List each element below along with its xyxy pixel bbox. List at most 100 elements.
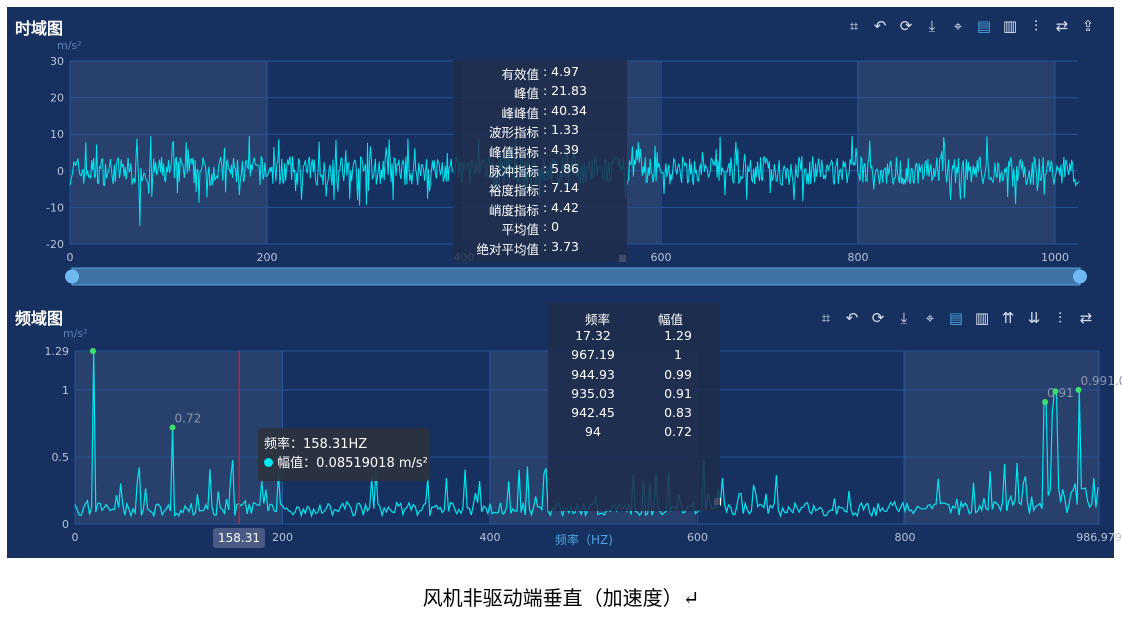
table-cell: 0.91 — [664, 385, 692, 401]
pin-icon[interactable]: ⌖ — [925, 309, 935, 327]
x-tick: 200 — [257, 251, 278, 264]
stat-row: 峰值指标 : 4.39 — [453, 142, 627, 161]
x-tick: 600 — [651, 251, 672, 264]
table-cell: 1 — [674, 347, 682, 363]
y-tick: -20 — [46, 238, 64, 251]
stat-value: 7.14 — [551, 180, 580, 196]
x-tick: 400 — [480, 531, 501, 544]
stat-label: 平均值 — [501, 222, 539, 238]
download-icon[interactable]: ⤓ — [928, 17, 936, 35]
split-area — [70, 61, 267, 244]
x-tick: 200 — [272, 531, 293, 544]
axis-swap-icon[interactable]: ⇄ — [1079, 309, 1093, 327]
stat-value: 21.83 — [551, 83, 587, 99]
cursor-tooltip: 频率：158.31HZ 幅值：0.08519018 m/s² — [258, 428, 430, 481]
peak-label: 0.91 — [1047, 386, 1074, 400]
slider-handle[interactable] — [65, 269, 79, 284]
download-icon[interactable]: ⤓ — [900, 309, 908, 327]
table-header: 幅值 — [658, 312, 684, 327]
stat-label: 裕度指标 — [488, 183, 539, 199]
table-cell: 935.03 — [571, 385, 615, 401]
stat-value: 0 — [551, 219, 560, 235]
cursor-axis-label: 158.31 — [213, 528, 265, 548]
stat-label: 峭度指标 — [488, 202, 539, 218]
table-row: 17.32 1.29 — [548, 328, 720, 347]
columns-icon[interactable]: ▥ — [1002, 17, 1018, 35]
stat-value: 4.39 — [551, 141, 580, 157]
tooltip-amp: 幅值：0.08519018 m/s² — [277, 456, 428, 471]
sort-desc-icon[interactable]: ⇊ — [1027, 309, 1041, 327]
peak-label: 0.72 — [175, 411, 202, 425]
stat-value: 1.33 — [551, 122, 580, 138]
stat-value: 5.86 — [551, 160, 580, 176]
freq-toolbar: ⌗ ↶ ⟳ ⤓ ⌖ ▤ ▥ ⇈ ⇊ ⫶ ⇄ — [817, 309, 1095, 327]
x-tick: 986.979 — [1076, 531, 1122, 544]
peak-label: 0.991.00 — [1080, 374, 1122, 388]
stat-value: 40.34 — [551, 102, 587, 118]
sliders-icon[interactable]: ⫶ — [1058, 309, 1062, 327]
table-row: 94 0.72 — [548, 424, 720, 443]
y-tick: 10 — [50, 128, 64, 141]
y-tick: 1 — [62, 384, 69, 397]
y-tick: 0 — [62, 518, 69, 531]
table-cell: 1.29 — [664, 328, 692, 343]
refresh-icon[interactable]: ⟳ — [871, 309, 885, 327]
sort-asc-icon[interactable]: ⇈ — [1001, 309, 1015, 327]
stat-value: 3.73 — [551, 238, 580, 254]
series-dot-icon — [264, 458, 273, 467]
peak-table-tooltip: 频率 幅值 17.32 1.29 967.19 1 944.93 0.99 935.03 0.9… — [548, 303, 720, 511]
axis-swap-icon[interactable]: ⇄ — [1055, 17, 1069, 35]
stat-value: 4.97 — [551, 64, 580, 79]
x-tick: 0 — [72, 531, 79, 544]
stat-label: 波形指标 — [488, 125, 539, 141]
x-tick: 0 — [67, 251, 74, 264]
table-cell: 94 — [585, 424, 601, 440]
table-cell: 967.19 — [571, 347, 615, 363]
crop-icon[interactable]: ⌗ — [849, 17, 859, 35]
undo-crop-icon[interactable]: ↶ — [873, 17, 887, 35]
export-icon[interactable]: ⇪ — [1081, 17, 1095, 35]
stat-row: 绝对平均值 : 3.73 — [453, 239, 627, 258]
stat-label: 脉冲指标 — [488, 163, 539, 179]
sliders-icon[interactable]: ⫶ — [1034, 17, 1038, 35]
refresh-icon[interactable]: ⟳ — [899, 17, 913, 35]
crop-icon[interactable]: ⌗ — [821, 309, 831, 327]
stat-row: 峭度指标 : 4.42 — [453, 200, 627, 219]
stat-row: 平均值 : 0 — [453, 219, 627, 238]
stat-row: 峰值 : 21.83 — [453, 83, 627, 102]
data-view-icon[interactable]: ▤ — [976, 17, 992, 35]
peak-marker — [1052, 388, 1059, 395]
spectrum-line — [74, 350, 1099, 519]
x-tick: 1000 — [1041, 251, 1069, 264]
columns-icon[interactable]: ▥ — [974, 309, 990, 327]
stat-label: 峰值 — [513, 86, 539, 102]
time-toolbar: ⌗ ↶ ⟳ ⤓ ⌖ ▤ ▥ ⫶ ⇄ ⇪ — [845, 17, 1097, 35]
stat-label: 绝对平均值 — [476, 241, 539, 257]
x-tick: 800 — [895, 531, 916, 544]
table-cell: 942.45 — [571, 405, 615, 421]
y-tick: 0.5 — [52, 451, 70, 464]
table-cell: 17.32 — [575, 328, 611, 343]
x-tick: 600 — [687, 531, 708, 544]
peak-marker — [169, 424, 176, 431]
y-tick: 30 — [50, 55, 64, 68]
table-row: 967.19 1 — [548, 347, 720, 366]
y-tick: 20 — [50, 92, 64, 105]
peak-marker — [1042, 398, 1049, 405]
freq-xlabel: 频率（HZ) — [555, 533, 613, 547]
undo-crop-icon[interactable]: ↶ — [845, 309, 859, 327]
table-row: 942.45 0.83 — [548, 405, 720, 424]
y-tick: -10 — [46, 201, 64, 214]
table-cell: 0.72 — [664, 424, 692, 440]
stat-label: 峰值指标 — [488, 144, 539, 160]
pin-icon[interactable]: ⌖ — [953, 17, 963, 35]
split-area — [857, 61, 1055, 244]
zoom-slider[interactable] — [71, 267, 1081, 286]
data-view-icon[interactable]: ▤ — [948, 309, 964, 327]
stat-label: 峰峰值 — [501, 105, 539, 121]
slider-handle[interactable] — [1073, 269, 1087, 284]
freq-title: 频域图 — [15, 309, 64, 328]
table-cell: 0.99 — [664, 366, 692, 382]
peak-marker — [89, 348, 96, 354]
y-tick: 0 — [57, 165, 64, 178]
